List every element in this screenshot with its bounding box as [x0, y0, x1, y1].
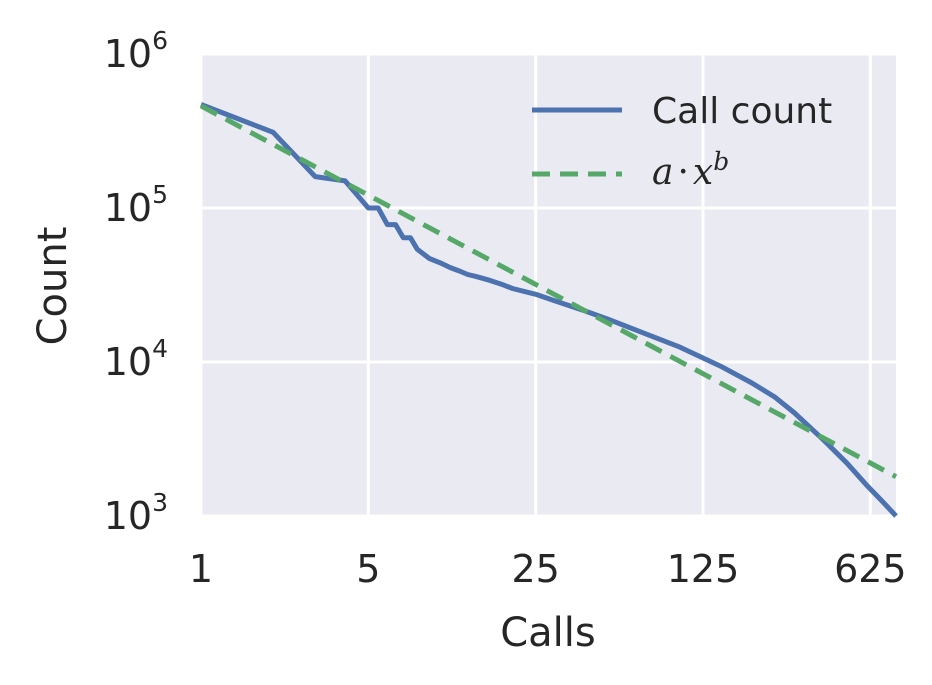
legend-fit-a: a [652, 152, 673, 193]
series-layer [199, 102, 898, 518]
y-tick-base: 10 [104, 494, 152, 538]
y-tick-base: 10 [104, 32, 152, 76]
series-line-fit [199, 103, 898, 479]
y-tick-exponent: 6 [152, 26, 168, 55]
plot-background [201, 54, 896, 516]
x-tick-label: 125 [667, 547, 740, 591]
x-tick-label: 5 [356, 547, 380, 591]
legend-label-call-count: Call count [652, 91, 832, 132]
y-tick-label: 103 [104, 488, 168, 538]
x-tick-label: 625 [834, 547, 907, 591]
x-tick-label: 1 [189, 547, 213, 591]
legend-fit-x: x [693, 152, 713, 193]
y-tick-label: 106 [104, 26, 168, 76]
legend-fit-b: b [713, 147, 729, 176]
x-tick-label: 25 [511, 547, 559, 591]
y-tick-base: 10 [104, 340, 152, 384]
y-tick-label: 104 [104, 334, 168, 384]
series-line-call-count [200, 102, 898, 518]
y-tick-exponent: 5 [152, 180, 168, 209]
legend: Call count a · xb [532, 91, 832, 193]
x-axis-label: Calls [500, 610, 596, 656]
y-tick-exponent: 4 [152, 334, 168, 363]
y-tick-exponent: 3 [152, 488, 168, 517]
y-axis-label: Count [30, 227, 76, 346]
y-tick-label: 105 [104, 180, 168, 230]
legend-label-fit: a · xb [652, 147, 729, 193]
y-tick-base: 10 [104, 186, 152, 230]
legend-fit-dot: · [677, 152, 688, 193]
